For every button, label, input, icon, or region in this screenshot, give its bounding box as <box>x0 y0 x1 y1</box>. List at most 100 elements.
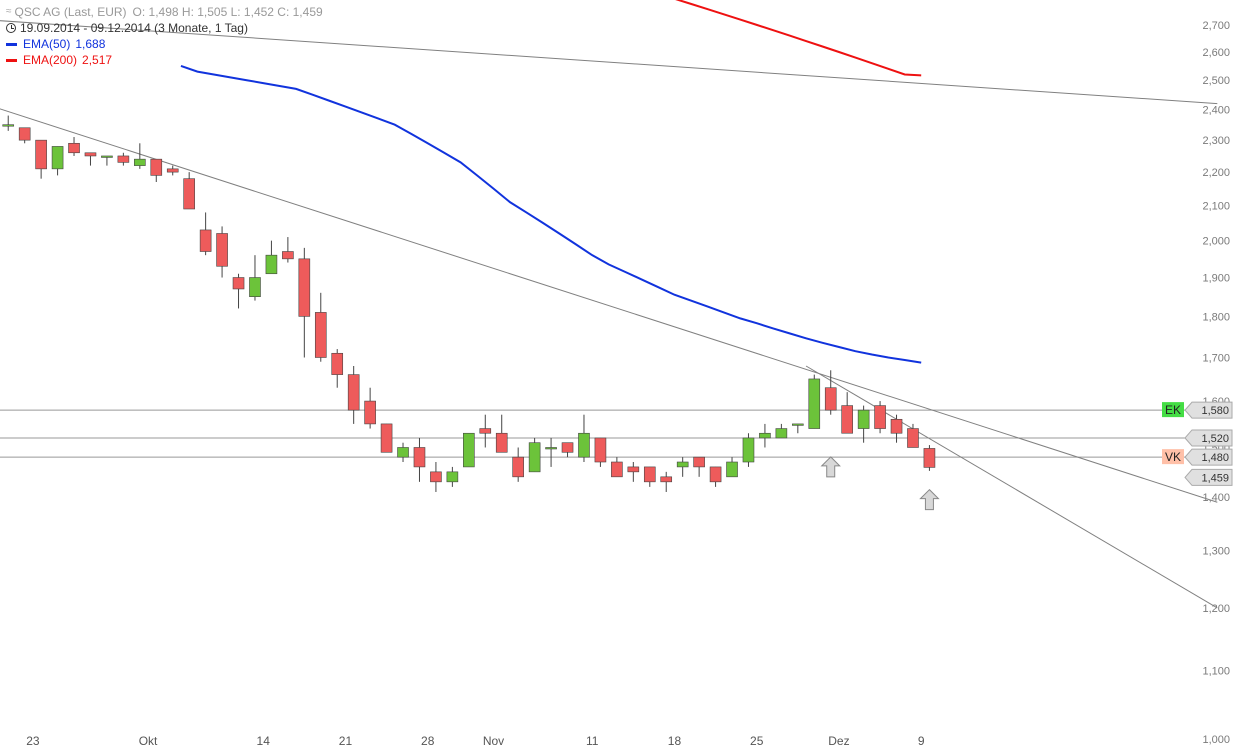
x-tick-label: Dez <box>828 734 849 748</box>
candle-body <box>643 466 656 483</box>
candle-body <box>347 374 360 411</box>
candle-body <box>545 447 557 450</box>
ema200-swatch <box>6 58 17 62</box>
candle-body <box>413 447 426 468</box>
candle-body <box>84 152 97 157</box>
candle-body <box>495 432 508 453</box>
candle-body <box>578 432 590 458</box>
ema200-value: 2,517 <box>82 53 113 67</box>
candle-body <box>150 158 163 176</box>
y-tick-label: 2,200 <box>1202 167 1230 179</box>
candle-body <box>18 127 31 141</box>
candle-body <box>166 168 179 173</box>
legend-ema50-row: EMA(50) 1,688 <box>6 36 323 52</box>
candle-body <box>479 428 492 434</box>
candle-body <box>611 461 623 478</box>
candle-body <box>298 258 311 317</box>
candle-body <box>808 378 821 429</box>
trend-line <box>0 108 1218 503</box>
candle-body <box>101 155 113 158</box>
candle-body <box>35 139 47 170</box>
level-price-label: 1,459 <box>1201 472 1229 484</box>
candle-body <box>249 277 261 297</box>
ema50-line <box>180 65 922 364</box>
candle-body <box>561 442 574 453</box>
candle-body <box>512 456 524 478</box>
y-tick-label: 2,000 <box>1202 236 1230 248</box>
candle-body <box>364 400 376 425</box>
candle-body <box>726 461 738 478</box>
candle-body <box>907 428 919 448</box>
y-tick-label: 1,800 <box>1202 311 1230 323</box>
legend-date-row: 19.09.2014 - 09.12.2014 (3 Monate, 1 Tag… <box>6 20 323 36</box>
candle-body <box>528 442 541 473</box>
candle-body <box>265 254 278 275</box>
x-tick-label: 18 <box>668 734 682 748</box>
y-tick-label: 1,400 <box>1202 492 1230 504</box>
candle-body <box>463 432 475 468</box>
x-tick-label: 14 <box>257 734 271 748</box>
y-tick-label: 1,000 <box>1202 734 1230 746</box>
x-tick-label: Okt <box>139 734 158 748</box>
instrument-title: QSC AG (Last, EUR) <box>14 5 127 19</box>
candle-body <box>759 432 771 439</box>
instrument-icon: ≈ <box>6 6 12 17</box>
x-tick-label: 25 <box>750 734 764 748</box>
candle-body <box>117 155 130 163</box>
level-price-label: 1,520 <box>1201 433 1229 445</box>
candle-body <box>890 418 903 434</box>
level-price-tag <box>1184 448 1233 466</box>
candle-body <box>594 437 607 463</box>
ohlc-values: O: 1,498 H: 1,505 L: 1,452 C: 1,459 <box>132 5 323 19</box>
y-tick-label: 1,900 <box>1202 273 1230 285</box>
y-tick-label: 2,700 <box>1202 20 1230 32</box>
y-tick-label: 2,600 <box>1202 47 1230 59</box>
candle-body <box>660 476 673 483</box>
level-tag-badge <box>1162 449 1184 465</box>
candle-body <box>68 142 80 154</box>
candle-body <box>134 158 146 166</box>
candle-body <box>446 471 459 483</box>
candle-body <box>923 448 936 468</box>
legend-title-row: ≈ QSC AG (Last, EUR) O: 1,498 H: 1,505 L… <box>6 4 323 20</box>
chart-legend: ≈ QSC AG (Last, EUR) O: 1,498 H: 1,505 L… <box>6 4 323 68</box>
x-tick-label: 28 <box>421 734 435 748</box>
level-tag-label: VK <box>1165 450 1181 464</box>
candle-body <box>397 447 409 458</box>
x-tick-label: 21 <box>339 734 353 748</box>
level-price-tag <box>1184 468 1233 486</box>
candle-body <box>199 229 212 252</box>
ema50-value: 1,688 <box>75 37 106 51</box>
candle-body <box>857 409 870 429</box>
candle-body <box>331 352 344 375</box>
y-tick-label: 2,300 <box>1202 135 1230 147</box>
ema50-label: EMA(50) <box>23 37 71 51</box>
candle-body <box>693 456 705 468</box>
x-tick-label: 9 <box>918 734 925 748</box>
level-tag-badge <box>1162 402 1184 418</box>
trend-line <box>0 20 1218 105</box>
candle-body <box>314 312 327 358</box>
candle-body <box>824 387 837 411</box>
y-tick-label: 1,700 <box>1202 352 1230 364</box>
candle-body <box>775 428 788 439</box>
ema200-label: EMA(200) <box>23 53 78 67</box>
signal-arrow-up-icon <box>919 488 940 511</box>
candle-body <box>792 423 804 426</box>
ema200-line <box>675 0 922 77</box>
candle-body <box>216 233 228 267</box>
candle-body <box>2 124 15 127</box>
y-tick-label: 2,400 <box>1202 105 1230 117</box>
candle-body <box>282 251 294 260</box>
candle-body <box>676 461 689 468</box>
x-tick-label: 11 <box>586 734 599 748</box>
ema50-swatch <box>6 42 17 46</box>
candle-body <box>380 423 393 453</box>
candle-body <box>874 405 886 429</box>
level-price-label: 1,580 <box>1201 405 1229 417</box>
level-price-tag <box>1184 401 1233 419</box>
y-tick-label: 1,100 <box>1202 665 1230 677</box>
x-tick-label: 23 <box>26 734 40 748</box>
